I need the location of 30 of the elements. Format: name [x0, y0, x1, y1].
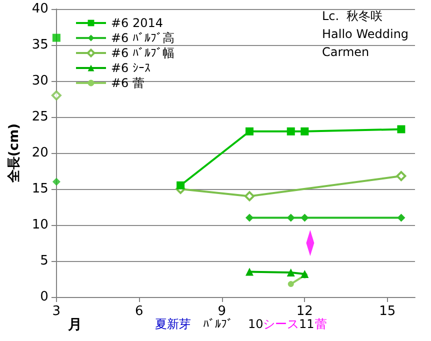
y-tick-label: 40: [32, 2, 48, 16]
y-tick-label: 0: [40, 290, 48, 304]
x-tick-label: 15: [379, 304, 396, 319]
y-tick-label: 10: [32, 218, 48, 232]
x-tick-label: 6: [135, 304, 144, 319]
x-tick-label: 9: [218, 304, 226, 319]
legend-label: #6 ｼｰｽ: [111, 61, 151, 75]
y-tick-label: 25: [32, 110, 48, 124]
y-tick-label: 35: [32, 38, 48, 52]
annotation: Lc. 秋冬咲: [322, 9, 383, 23]
x-tick-label: 12: [296, 304, 313, 319]
text: 11: [299, 317, 314, 331]
text: 10: [248, 317, 264, 331]
y-tick-label: 15: [32, 182, 48, 196]
text: シース: [263, 317, 299, 331]
x-tick-label: 3: [52, 304, 61, 319]
y-tick-label: 30: [32, 74, 48, 88]
y-tick-label: 5: [40, 254, 48, 268]
legend-label: #6 2014: [111, 16, 164, 30]
annotation: Hallo Wedding: [322, 27, 409, 41]
text: ﾊﾞﾙﾌﾞ: [203, 317, 233, 331]
legend-label: #6 蕾: [111, 76, 145, 90]
annotation: Carmen: [322, 45, 370, 59]
legend-label: #6 ﾊﾞﾙﾌﾞ幅: [111, 46, 175, 60]
legend-label: #6 ﾊﾞﾙﾌﾞ高: [111, 31, 175, 45]
text: 夏新芽: [155, 317, 191, 331]
text: 蕾: [315, 317, 327, 331]
x-axis-title: 月: [67, 317, 82, 333]
y-tick-label: 20: [32, 146, 48, 160]
y-axis-title: 全長(cm): [7, 123, 22, 184]
